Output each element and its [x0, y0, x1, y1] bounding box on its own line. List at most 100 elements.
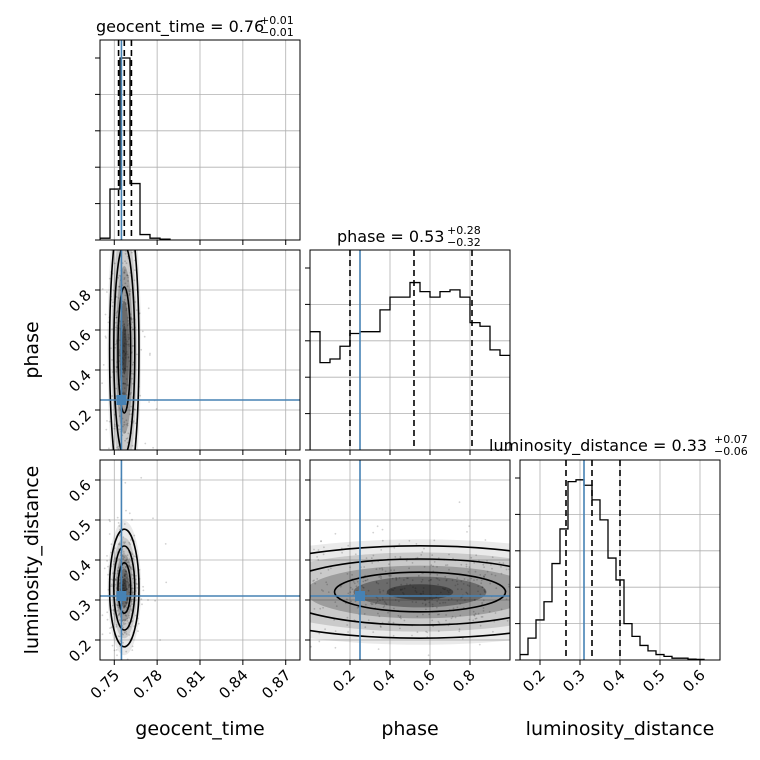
- sample-point: [121, 602, 124, 605]
- sample-point: [420, 593, 423, 595]
- sample-point: [391, 577, 394, 580]
- sample-point: [165, 581, 168, 584]
- sample-point: [508, 585, 510, 588]
- sample-point: [458, 630, 461, 633]
- sample-point: [477, 585, 480, 587]
- sample-point: [492, 630, 494, 633]
- sample-point: [273, 571, 275, 573]
- sample-point: [474, 570, 477, 573]
- sample-point: [436, 566, 438, 568]
- sample-point: [127, 586, 130, 589]
- contour-2: [112, 250, 136, 450]
- sample-point: [125, 262, 128, 265]
- sample-point: [653, 605, 655, 607]
- sample-point: [123, 298, 126, 301]
- sample-point: [422, 613, 424, 616]
- sample-point: [333, 619, 335, 621]
- sample-point: [142, 589, 145, 592]
- sample-point: [313, 608, 316, 610]
- sample-point: [104, 313, 107, 316]
- sample-point: [276, 625, 278, 627]
- sample-point: [149, 354, 151, 356]
- sample-point: [372, 631, 375, 633]
- sample-point: [523, 604, 525, 606]
- sample-point: [609, 594, 611, 596]
- sample-point: [124, 575, 126, 578]
- sample-point: [569, 619, 571, 621]
- sample-point: [605, 577, 607, 579]
- sample-point: [130, 405, 133, 408]
- histogram-steps: [100, 57, 171, 240]
- sample-point: [377, 612, 379, 615]
- sample-point: [408, 567, 410, 570]
- sample-point: [464, 599, 466, 601]
- sample-point: [136, 583, 139, 586]
- sample-point: [356, 580, 359, 583]
- sample-point: [372, 603, 374, 605]
- sample-point: [271, 586, 273, 588]
- sample-point: [126, 285, 129, 288]
- sample-point: [122, 578, 125, 581]
- sample-point: [128, 345, 131, 347]
- sample-point: [414, 590, 417, 592]
- sample-point: [118, 349, 121, 351]
- sample-point: [124, 367, 126, 370]
- sample-point: [112, 572, 114, 575]
- histogram-steps: [310, 281, 510, 450]
- sample-point: [370, 603, 373, 606]
- sample-point: [482, 607, 485, 609]
- sample-point: [131, 518, 133, 521]
- sample-point: [118, 534, 121, 537]
- sample-point: [123, 605, 126, 607]
- sample-point: [128, 558, 131, 560]
- sample-point: [132, 587, 134, 590]
- sample-point: [486, 570, 489, 573]
- sample-point: [130, 600, 133, 603]
- sample-point: [405, 559, 408, 562]
- sample-point: [484, 573, 487, 576]
- sample-point: [445, 579, 448, 582]
- sample-point: [123, 351, 126, 353]
- sample-point: [383, 605, 386, 607]
- sample-point: [319, 607, 322, 610]
- sample-point: [123, 278, 126, 281]
- sample-point: [378, 588, 381, 591]
- sample-point: [130, 372, 133, 375]
- sample-point: [507, 583, 510, 586]
- x-tick-label: 0.81: [172, 666, 208, 702]
- sample-point: [647, 576, 649, 578]
- sample-point: [142, 585, 145, 588]
- sample-point: [258, 529, 260, 531]
- sample-point: [523, 598, 525, 600]
- sample-point: [124, 369, 127, 372]
- sample-point: [118, 407, 121, 409]
- density-fill: [107, 520, 142, 656]
- geocent-time-title-upper: +0.01: [260, 14, 294, 27]
- sample-point: [470, 556, 473, 559]
- sample-point: [122, 550, 125, 553]
- sample-point: [123, 468, 125, 470]
- sample-point: [122, 566, 124, 569]
- sample-point: [525, 567, 527, 569]
- sample-point: [124, 329, 127, 331]
- sample-point: [407, 577, 409, 580]
- sample-point: [128, 292, 131, 295]
- sample-point: [114, 583, 117, 586]
- sample-point: [127, 338, 130, 341]
- sample-point: [112, 609, 115, 612]
- sample-point: [438, 622, 441, 624]
- sample-point: [117, 566, 120, 569]
- sample-point: [127, 333, 130, 336]
- sample-point: [430, 564, 433, 567]
- sample-point: [124, 586, 127, 588]
- sample-point: [110, 585, 112, 587]
- sample-point: [123, 607, 125, 609]
- sample-point: [424, 603, 427, 606]
- sample-point: [118, 635, 121, 638]
- sample-point: [155, 408, 158, 410]
- sample-point: [128, 290, 131, 293]
- sample-point: [125, 602, 128, 605]
- sample-point: [379, 591, 381, 594]
- sample-point: [94, 241, 96, 243]
- sample-point: [304, 573, 306, 575]
